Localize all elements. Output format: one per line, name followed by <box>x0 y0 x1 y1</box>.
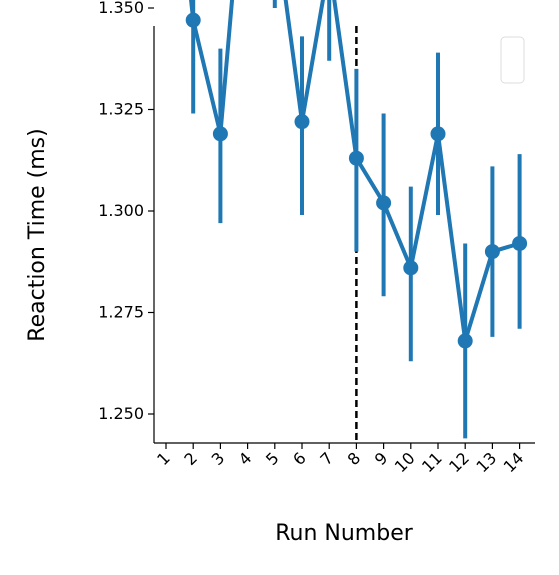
x-tick-label: 2 <box>180 448 201 469</box>
x-tick-label: 7 <box>316 448 337 469</box>
y-tick-label: 1.300 <box>98 201 144 220</box>
data-point <box>457 333 473 349</box>
data-point <box>512 235 528 251</box>
y-axis-label: Reaction Time (ms) <box>25 128 50 341</box>
x-tick-label: 3 <box>208 448 229 469</box>
x-tick-label: 1 <box>153 448 174 469</box>
data-point <box>376 195 392 211</box>
data-layer <box>185 0 528 443</box>
data-point <box>185 12 201 28</box>
x-axis-label: Run Number <box>275 521 414 546</box>
legend-box <box>500 36 525 84</box>
series-line <box>189 0 522 343</box>
y-tick-label: 1.350 <box>98 0 144 17</box>
data-point <box>348 150 364 166</box>
y-tick-label: 1.325 <box>98 100 144 119</box>
x-tick-label: 12 <box>445 448 473 476</box>
data-point <box>430 126 446 142</box>
x-tick-label: 9 <box>371 448 392 469</box>
axes-layer: 1.2501.2751.3001.3251.3501.3751.4001.425… <box>98 0 535 476</box>
x-tick-label: 10 <box>391 448 419 476</box>
x-tick-label: 4 <box>235 448 256 469</box>
data-point <box>212 126 228 142</box>
y-tick-label: 1.275 <box>98 303 144 322</box>
data-point <box>484 244 500 260</box>
x-tick-label: 5 <box>262 448 283 469</box>
x-tick-label: 8 <box>344 448 365 469</box>
x-tick-label: 13 <box>472 448 500 476</box>
x-tick-label: 6 <box>289 448 310 469</box>
data-point <box>294 114 310 130</box>
data-point <box>403 260 419 276</box>
y-tick-label: 1.250 <box>98 404 144 423</box>
x-tick-label: 11 <box>418 448 446 476</box>
x-tick-label: 14 <box>500 448 528 476</box>
